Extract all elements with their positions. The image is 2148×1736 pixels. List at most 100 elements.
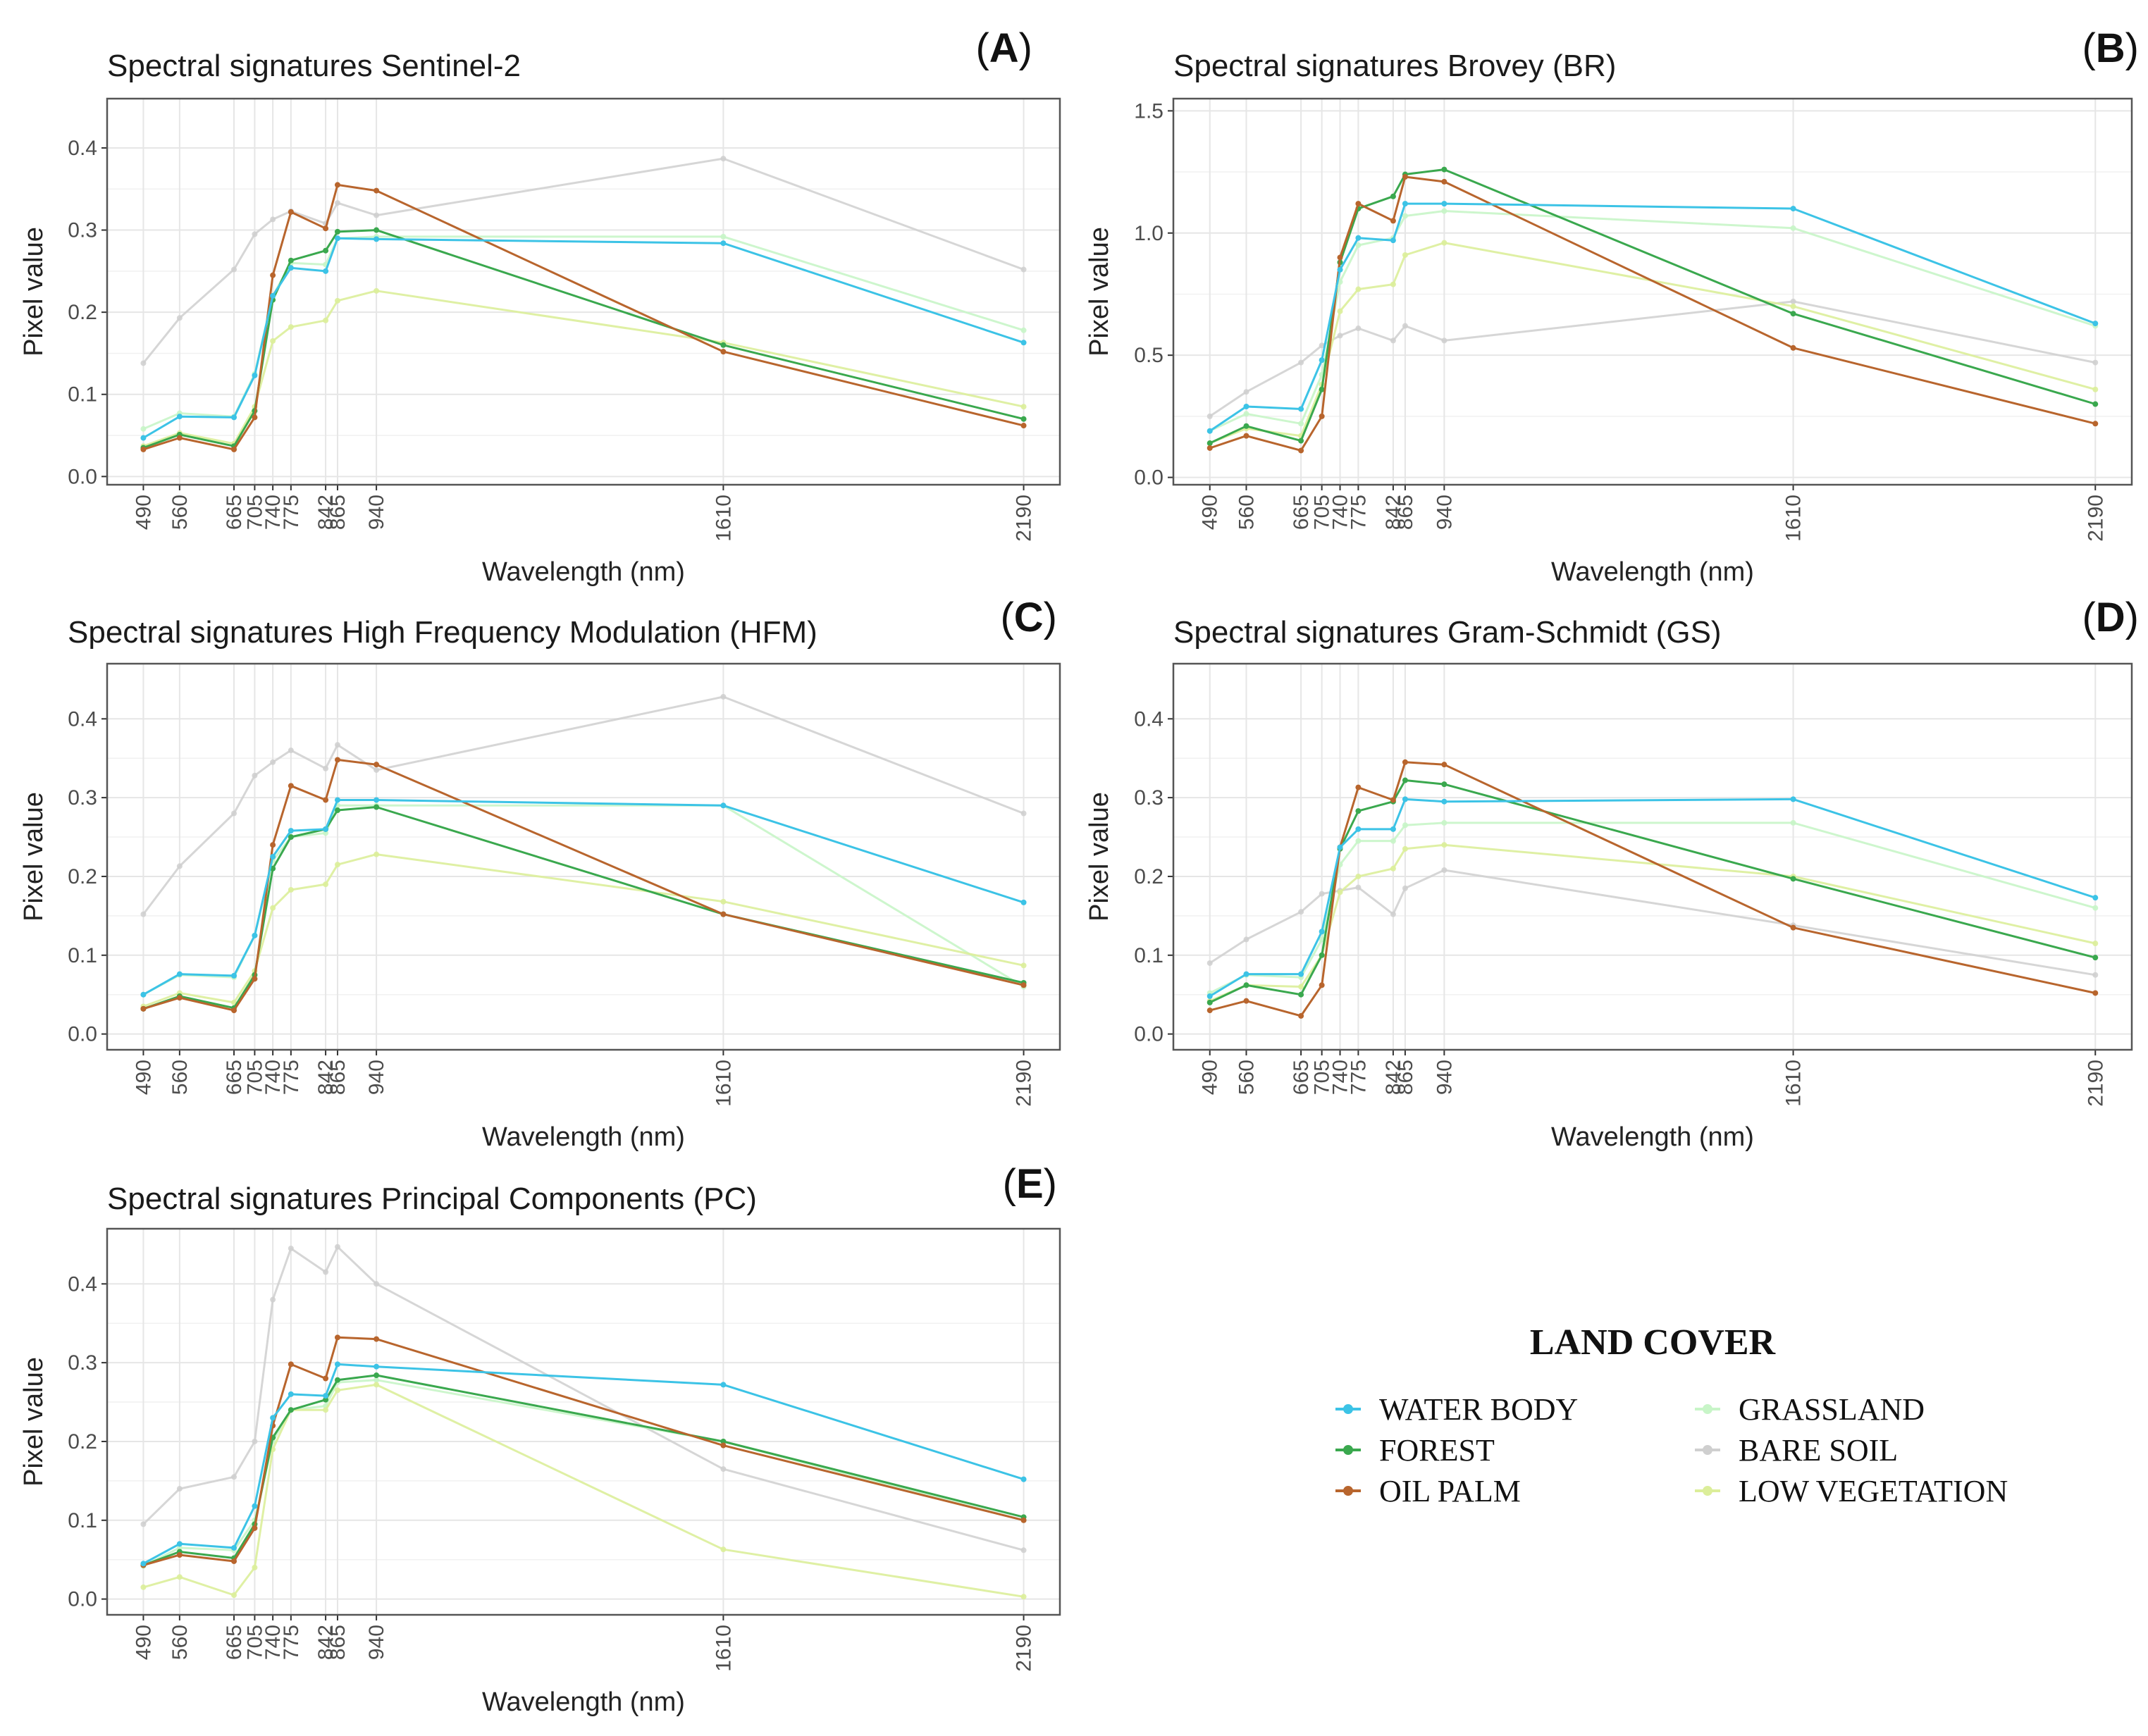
data-point-water [140, 1561, 147, 1567]
data-point-water [720, 802, 727, 809]
data-point-bare [1355, 326, 1362, 332]
plot-area [107, 1229, 1060, 1615]
data-point-water [252, 932, 258, 938]
data-point-water [323, 268, 329, 274]
data-point-water [270, 854, 276, 860]
data-point-grass [374, 1377, 380, 1383]
data-point-forest [1390, 193, 1396, 199]
data-point-grass [176, 1544, 183, 1551]
x-tick-label: 2190 [1013, 495, 1036, 542]
data-point-water [176, 1541, 183, 1547]
x-tick-label: 705 [243, 1625, 266, 1660]
x-tick-label: 740 [1329, 495, 1352, 530]
data-point-forest [1206, 440, 1213, 447]
data-point-water [140, 435, 147, 441]
data-point-grass [1441, 208, 1448, 214]
x-tick-label: 665 [1290, 495, 1313, 530]
data-point-lowveg [1390, 281, 1396, 287]
x-tick-label: 705 [1311, 495, 1334, 530]
x-tick-label: 560 [1235, 495, 1258, 530]
data-point-forest [288, 834, 294, 841]
data-point-oilpalm [720, 349, 727, 355]
y-tick-label: 0.0 [68, 1588, 97, 1611]
data-point-oilpalm [176, 995, 183, 1001]
data-point-bare [1243, 936, 1249, 943]
data-point-bare [374, 767, 380, 773]
panel-brovey: Spectral signatures Brovey (BR) (B) 0.0 0… [1085, 25, 2139, 587]
data-point-oilpalm [720, 911, 727, 917]
x-tick-label: 665 [223, 1060, 246, 1095]
data-point-bare [720, 156, 727, 162]
data-point-lowveg [252, 1564, 258, 1570]
data-point-water [140, 991, 147, 998]
data-point-oilpalm [374, 187, 380, 194]
y-tick-label: 0.0 [1134, 466, 1164, 490]
data-point-bare [1243, 389, 1249, 395]
data-point-water [1243, 971, 1249, 977]
x-tick-label: 2190 [1013, 1060, 1036, 1107]
y-tick-label: 0.4 [68, 137, 97, 160]
data-point-forest [2092, 955, 2099, 961]
y-tick-label: 0.3 [68, 219, 97, 242]
data-point-lowveg [288, 886, 294, 893]
data-point-oilpalm [1243, 433, 1249, 439]
panel-label: (C) [1000, 595, 1057, 640]
data-point-grass [1020, 327, 1027, 333]
panel-sentinel-2: Spectral signatures Sentinel-2 (A) 0.0 0.… [19, 25, 1061, 587]
data-point-lowveg [1337, 889, 1343, 895]
data-point-bare [1206, 413, 1213, 419]
x-tick-label: 865 [326, 1625, 350, 1660]
data-point-bare [176, 1486, 183, 1492]
data-point-water [374, 797, 380, 803]
data-point-oilpalm [252, 1525, 258, 1531]
data-point-water [1402, 201, 1408, 207]
data-point-grass [1298, 421, 1304, 427]
plot-frame [1172, 662, 2133, 1051]
data-point-forest [323, 247, 329, 254]
data-point-lowveg [720, 898, 727, 905]
data-point-oilpalm [1206, 445, 1213, 451]
data-point-water [374, 1363, 380, 1370]
data-point-bare [334, 742, 340, 748]
data-point-oilpalm [1441, 762, 1448, 768]
data-point-bare [1020, 266, 1027, 273]
data-point-grass [323, 830, 329, 836]
data-point-oilpalm [1020, 423, 1027, 429]
data-point-lowveg [374, 851, 380, 857]
legend-label-lowveg: LOW VEGETATION [1739, 1474, 2008, 1508]
x-tick-label: 2190 [2084, 495, 2107, 542]
data-point-water [1402, 796, 1408, 802]
x-tick-label: 1610 [712, 1625, 735, 1672]
data-point-water [1355, 235, 1362, 241]
data-point-bare [1319, 342, 1325, 349]
data-point-bare [270, 1296, 276, 1303]
x-tick-label: 560 [1235, 1060, 1258, 1095]
y-axis-label: Pixel value [1085, 227, 1114, 356]
data-point-lowveg [1337, 308, 1343, 314]
data-point-forest [374, 227, 380, 233]
data-point-water [231, 1544, 237, 1551]
data-point-bare [334, 200, 340, 206]
x-tick-label: 940 [365, 1060, 388, 1095]
data-point-oilpalm [1790, 345, 1796, 351]
data-point-oilpalm [1355, 201, 1362, 207]
data-point-oilpalm [2092, 990, 2099, 996]
panel-title: Spectral signatures Principal Components… [107, 1182, 757, 1216]
data-point-water [288, 265, 294, 271]
data-point-oilpalm [1243, 998, 1249, 1004]
data-point-bare [176, 315, 183, 321]
y-tick-label: 0.2 [68, 865, 97, 888]
data-point-bare [1441, 337, 1448, 344]
x-tick-label: 865 [326, 495, 350, 530]
data-point-bare [1319, 891, 1325, 897]
data-point-lowveg [140, 1584, 147, 1590]
x-tick-label: 1610 [1782, 1060, 1806, 1107]
x-tick-label: 842 [314, 1060, 338, 1095]
x-tick-label: 490 [132, 1625, 155, 1660]
data-point-oilpalm [1298, 447, 1304, 454]
data-point-forest [1298, 991, 1304, 998]
x-tick-label: 705 [243, 1060, 266, 1095]
panel-label: (B) [2082, 25, 2139, 71]
data-point-bare [1790, 298, 1796, 304]
x-tick-label: 2190 [1013, 1625, 1036, 1672]
